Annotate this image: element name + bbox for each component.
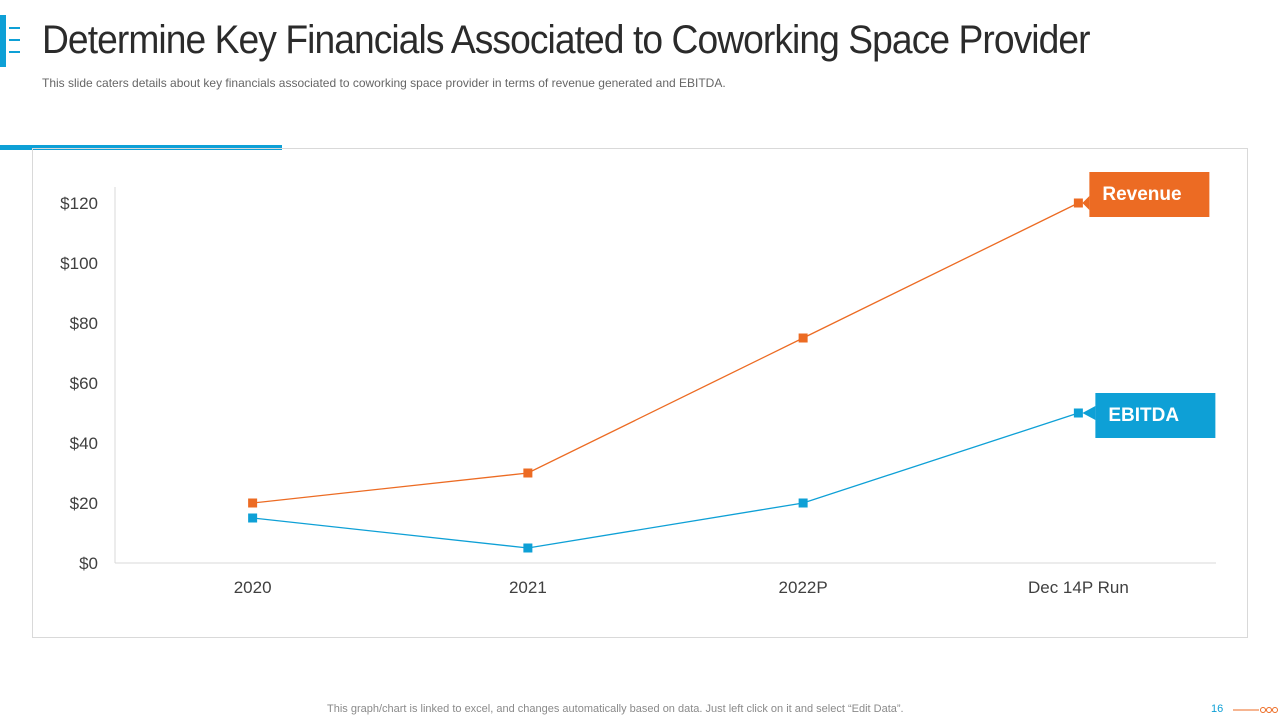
footer-decoration: [1233, 707, 1278, 713]
data-point-ebitda: [1073, 408, 1083, 418]
data-point-ebitda: [523, 543, 533, 553]
line-chart[interactable]: $0 $20 $40 $60 $80 $100 $120 2020 2021 2022P Dec 1…: [33, 149, 1249, 639]
callout-pointer-ebitda: [1082, 406, 1096, 420]
y-tick-label: $40: [70, 434, 98, 453]
data-point-ebitda: [248, 513, 258, 523]
accent-rule: [0, 145, 282, 150]
slide-subtitle: This slide caters details about key fina…: [42, 76, 726, 90]
data-point-ebitda: [798, 498, 808, 508]
data-point-revenue: [798, 333, 808, 343]
data-point-revenue: [1073, 198, 1083, 208]
corner-decoration: [0, 15, 22, 67]
chart-frame[interactable]: $0 $20 $40 $60 $80 $100 $120 2020 2021 2022P Dec 1…: [32, 148, 1248, 638]
x-tick-label: 2021: [509, 578, 547, 597]
x-tick-label: 2020: [234, 578, 272, 597]
footer-note: This graph/chart is linked to excel, and…: [327, 703, 904, 715]
x-tick-label: 2022P: [779, 578, 828, 597]
series-label-ebitda: EBITDA: [1108, 405, 1179, 426]
slide-title: Determine Key Financials Associated to C…: [42, 18, 1091, 62]
y-tick-label: $100: [60, 254, 98, 273]
y-tick-label: $120: [60, 194, 98, 213]
data-point-revenue: [523, 468, 533, 478]
series-label-revenue: Revenue: [1102, 184, 1181, 205]
series-line-revenue: [252, 202, 1079, 504]
callout-pointer-revenue: [1082, 196, 1090, 210]
x-tick-label: Dec 14P Run: [1028, 578, 1129, 597]
y-tick-label: $80: [70, 314, 98, 333]
y-tick-label: $20: [70, 494, 98, 513]
data-point-revenue: [248, 498, 258, 508]
page-number: 16: [1211, 703, 1224, 715]
y-tick-label: $60: [70, 374, 98, 393]
series-label-box-ebitda: [1095, 393, 1216, 438]
series-line-ebitda: [252, 412, 1079, 549]
series-label-box-revenue: [1089, 172, 1210, 217]
y-tick-label: $0: [79, 554, 98, 573]
